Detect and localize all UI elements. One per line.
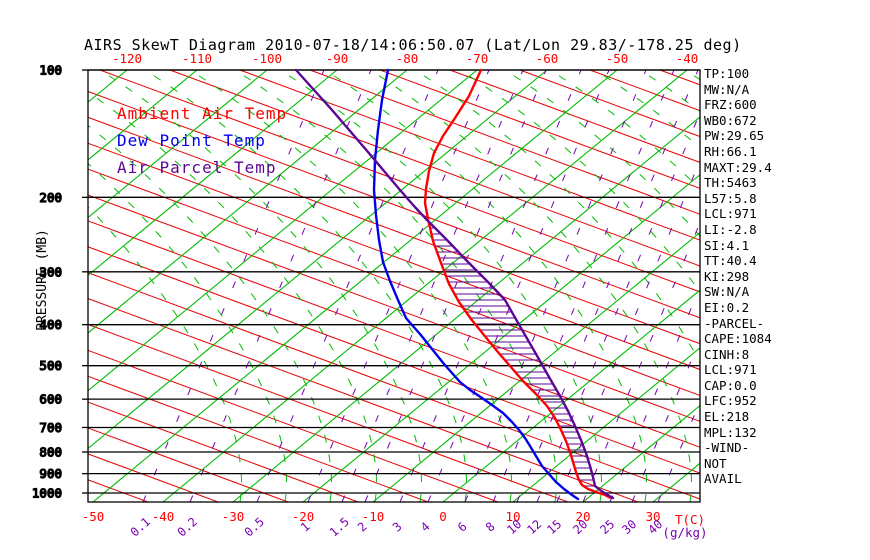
plot-border — [87, 69, 701, 503]
stat-line: -WIND- — [704, 440, 750, 456]
pressure-tick-label: 400 — [39, 317, 62, 332]
top-temp-axis: -120 -110 -100 -90 -80 -70 -60 -50 -40 — [112, 51, 698, 66]
stat-line: AVAIL — [704, 471, 742, 487]
bottom-temp-tick-label: -40 — [152, 509, 175, 524]
stat-line: LFC:952 — [704, 393, 757, 409]
ambient-temp-curve — [423, 68, 613, 500]
stat-line: -PARCEL- — [704, 315, 765, 331]
stat-line: CAP:0.0 — [704, 377, 757, 393]
top-temp-tick-label: -70 — [466, 51, 489, 66]
pressure-tick-label: 200 — [39, 190, 62, 205]
mixing-ratio-tick-label: 30 — [619, 517, 639, 537]
mixing-ratio-tick-label: 0.2 — [175, 515, 200, 540]
stat-line: WB0:672 — [704, 112, 757, 128]
top-temp-tick-label: -50 — [606, 51, 629, 66]
background-grid — [88, 70, 700, 502]
bottom-temp-tick-label: 20 — [575, 509, 590, 524]
stat-line: CINH:8 — [704, 346, 750, 362]
stat-line: NOT — [704, 455, 727, 471]
bottom-temp-tick-label: -50 — [82, 509, 105, 524]
parcel-curve — [294, 68, 615, 500]
pressure-tick-label: 500 — [39, 358, 62, 373]
bottom-temp-tick-label: -10 — [362, 509, 385, 524]
top-temp-tick-label: -120 — [112, 51, 142, 66]
cape-hatching — [430, 227, 595, 487]
dewpoint-curve — [372, 68, 580, 501]
moist-adiabat-grid — [88, 70, 700, 502]
pressure-tick-label: 800 — [39, 445, 62, 460]
stat-line: KI:298 — [704, 268, 750, 284]
top-temp-tick-label: -40 — [676, 51, 699, 66]
stat-line: MPL:132 — [704, 424, 757, 440]
top-temp-tick-label: -60 — [536, 51, 559, 66]
bottom-temp-tick-label: -30 — [222, 509, 245, 524]
pressure-tick-label: 700 — [39, 420, 62, 435]
stat-line: LCL:971 — [704, 362, 757, 378]
x-axis-unit-label: T(C) — [675, 512, 705, 527]
bottom-temp-tick-label: 30 — [645, 509, 660, 524]
mixing-ratio-tick-label: 25 — [597, 517, 617, 537]
bottom-temp-tick-label: 0 — [439, 509, 447, 524]
top-temp-tick-label: -90 — [326, 51, 349, 66]
stat-line: TP:100 — [704, 66, 750, 81]
bottom-temp-tick-label: -20 — [292, 509, 315, 524]
legend-ambient-temp: Ambient Air Temp — [117, 104, 288, 123]
mixing-ratio-tick-label: 12 — [524, 517, 544, 537]
stat-line: TH:5463 — [704, 175, 757, 191]
isotherm-grid — [88, 70, 700, 502]
mixing-ratio-tick-label: 0.5 — [242, 515, 267, 540]
sounding-stats-panel: TP:100 MW:N/A FRZ:600 WB0:672 PW:29.65 RH:66.… — [704, 66, 772, 487]
stat-line: L57:5.8 — [704, 190, 757, 206]
stat-line: MW:N/A — [704, 81, 750, 97]
mixing-ratio-axis: 0.1 0.2 0.5 1 1.5 2 3 4 6 8 10 12 15 20 25 30 40(g/kg) — [128, 515, 708, 540]
stat-line: TT:40.4 — [704, 253, 757, 269]
mixing-ratio-unit-label: (g/kg) — [662, 525, 707, 540]
chart-title: AIRS SkewT Diagram 2010-07-18/14:06:50.0… — [84, 36, 742, 54]
bottom-temp-tick-label: 10 — [505, 509, 520, 524]
mixing-ratio-tick-label: 15 — [544, 517, 564, 537]
legend-dew-point: Dew Point Temp — [117, 131, 266, 150]
dry-adiabat-grid — [88, 70, 700, 502]
pressure-tick-label: 300 — [39, 264, 62, 279]
mixing-ratio-tick-label: 3 — [390, 519, 405, 534]
stat-line: RH:66.1 — [704, 143, 757, 159]
mixing-ratio-grid — [142, 70, 700, 502]
stat-line: LI:-2.8 — [704, 221, 757, 237]
stat-line: PW:29.65 — [704, 128, 765, 144]
stat-line: EL:218 — [704, 409, 750, 425]
top-temp-tick-label: -80 — [396, 51, 419, 66]
top-temp-tick-label: -110 — [182, 51, 212, 66]
legend: Ambient Air Temp Dew Point Temp Air Parc… — [117, 100, 287, 181]
pressure-tick-label: 100 — [39, 63, 62, 78]
mixing-ratio-tick-label: 1.5 — [327, 515, 352, 540]
stat-line: LCL:971 — [704, 206, 757, 222]
mixing-ratio-tick-label: 4 — [418, 519, 433, 534]
pressure-tick-label: 900 — [39, 466, 62, 481]
mixing-ratio-tick-label: 0.1 — [128, 515, 153, 540]
pressure-tick-label: 1000 — [32, 486, 62, 501]
mixing-ratio-tick-label: 6 — [455, 519, 470, 534]
stat-line: SW:N/A — [704, 284, 750, 300]
stat-line: CAPE:1084 — [704, 331, 772, 347]
stat-line: MAXT:29.4 — [704, 159, 772, 175]
stat-line: FRZ:600 — [704, 97, 757, 113]
stat-line: SI:4.1 — [704, 237, 750, 253]
y-axis-label: PRESSURE (MB) — [35, 229, 50, 331]
top-temp-tick-label: -100 — [252, 51, 282, 66]
bottom-temp-axis: -50 -40 -30 -20 -10 0 10 20 30 T(C) — [82, 509, 705, 527]
pressure-tick-label: 600 — [39, 392, 62, 407]
stat-line: EI:0.2 — [704, 299, 750, 315]
mixing-ratio-tick-label: 8 — [483, 519, 498, 534]
legend-air-parcel: Air Parcel Temp — [117, 158, 277, 177]
